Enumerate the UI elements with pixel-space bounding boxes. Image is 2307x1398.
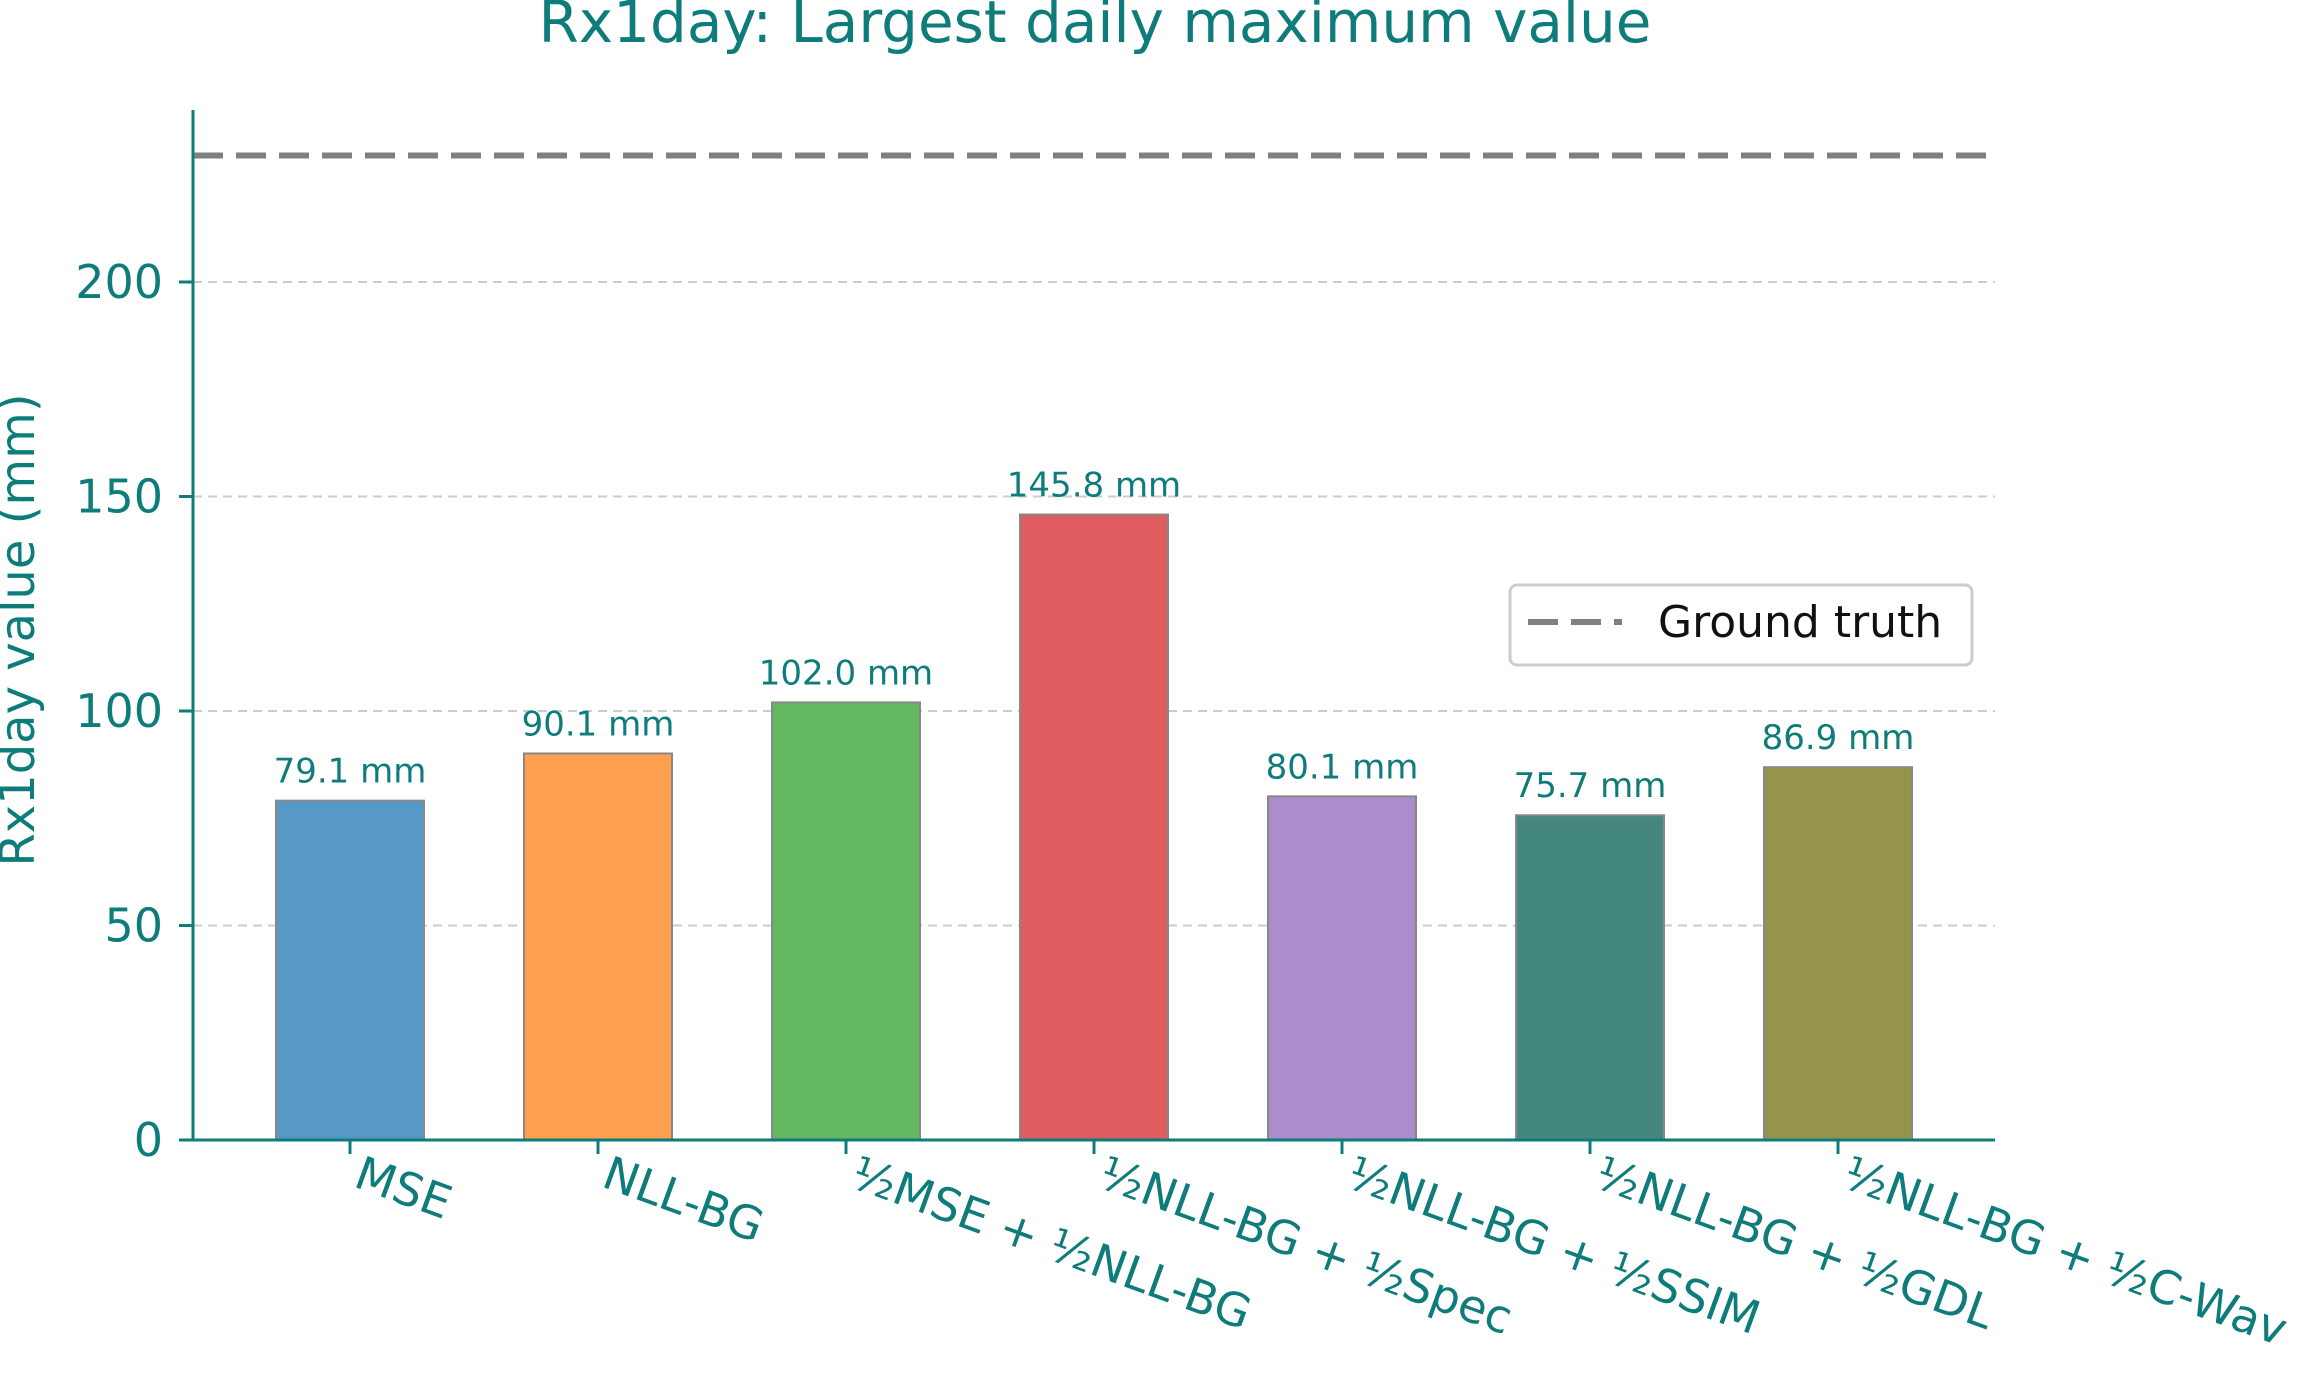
x-ticks: MSE NLL-BG ½MSE + ½NLL-BG½NLL-BG + ½Spec½N… [348,1140,2294,1356]
bar-value-label: 75.7 mm [1514,766,1667,806]
y-tick-label: 0 [134,1113,163,1167]
x-tick-label: MSE [348,1146,459,1230]
bar-5 [1267,795,1417,1141]
legend-box [1508,583,1974,667]
value-labels: 79.1 mm 90.1 mm 102.0 mm 145.8 mm 80.1 mm 75.… [274,466,1915,807]
y-tick-label: 150 [75,470,163,524]
bar-7 [1763,766,1913,1141]
chart-title: Rx1day: Largest daily maximum value [539,0,1652,56]
bar-4 [1019,513,1169,1141]
bar-value-label: 86.9 mm [1762,718,1915,758]
x-tick-label: ½NLL-BG + ½SSIM [1340,1146,1767,1345]
y-tick-label: 50 [104,899,163,953]
bar-2 [523,752,673,1141]
y-tick-label: 200 [75,255,163,309]
y-axis-label: Rx1day value (mm) [0,393,46,866]
y-tick-label: 100 [75,684,163,738]
bar-1 [275,799,425,1141]
bar-value-label: 145.8 mm [1007,466,1181,506]
bar-6 [1515,814,1665,1141]
bar-value-label: 90.1 mm [522,704,675,744]
bar-value-label: 80.1 mm [1266,747,1419,787]
y-ticks: 0 50 100 150 200 [75,255,193,1167]
bar-value-label: 79.1 mm [274,752,427,792]
legend: Ground truth [1508,583,1974,667]
x-tick-label: ½NLL-BG + ½Spec [1092,1146,1519,1346]
x-tick-label: NLL-BG [596,1146,771,1254]
bar-3 [771,701,921,1141]
bar-value-label: 102.0 mm [759,653,933,693]
x-tick-label: ½NLL-BG + ½GDL [1588,1146,2001,1340]
x-tick-label: ½NLL-BG + ½C-Wav [1836,1146,2294,1357]
x-tick-label: ½MSE + ½NLL-BG [844,1146,1258,1341]
legend-label: Ground truth [1658,597,1942,648]
bars [275,513,1913,1141]
